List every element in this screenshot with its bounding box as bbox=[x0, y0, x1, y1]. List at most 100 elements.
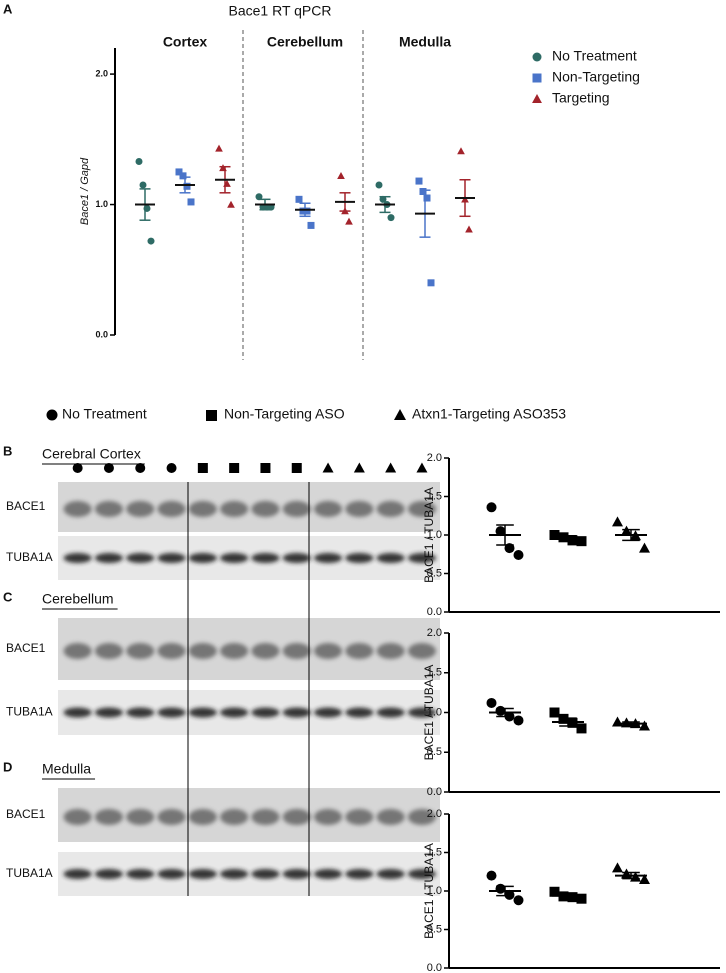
blot-band bbox=[282, 809, 311, 825]
point bbox=[549, 707, 560, 718]
blot-band bbox=[282, 707, 311, 718]
blot-band bbox=[407, 869, 437, 879]
blot-band bbox=[126, 809, 155, 825]
point bbox=[227, 200, 235, 208]
point bbox=[345, 217, 353, 225]
point bbox=[495, 705, 506, 716]
blot-band bbox=[188, 869, 217, 879]
blot-band bbox=[251, 553, 280, 563]
blot-band bbox=[157, 501, 186, 517]
blot-band bbox=[407, 553, 437, 563]
legend-marker bbox=[206, 410, 217, 421]
lane-symbol bbox=[322, 462, 334, 473]
blot-row-label: TUBA1A bbox=[6, 705, 53, 719]
y-tick-label: 0.5 bbox=[427, 923, 442, 935]
point bbox=[558, 713, 569, 724]
y-tick-label: 0.0 bbox=[427, 962, 442, 973]
point bbox=[576, 723, 587, 734]
blot-band bbox=[251, 643, 280, 659]
point bbox=[419, 188, 427, 195]
blot-row-label: TUBA1A bbox=[6, 550, 53, 564]
blot-band bbox=[345, 869, 374, 879]
blot-row-label: TUBA1A bbox=[6, 866, 53, 880]
legend-marker bbox=[532, 73, 542, 83]
y-axis-label: BACE1 / TUBA1A bbox=[422, 665, 436, 761]
point bbox=[255, 193, 263, 201]
point bbox=[427, 279, 435, 287]
lane-symbol bbox=[166, 463, 177, 473]
point bbox=[135, 157, 143, 165]
blot-band bbox=[376, 553, 405, 563]
y-tick-label: 1.5 bbox=[427, 667, 442, 679]
point bbox=[303, 207, 311, 215]
blot-band bbox=[188, 643, 217, 659]
blot-band bbox=[251, 869, 280, 879]
point bbox=[576, 893, 587, 904]
blot-band bbox=[94, 869, 124, 879]
blot-band bbox=[376, 501, 405, 517]
point bbox=[549, 530, 560, 540]
blot-band bbox=[407, 707, 437, 718]
blot-band bbox=[345, 809, 374, 825]
lane-symbol bbox=[229, 463, 240, 473]
blot-band bbox=[126, 553, 155, 563]
blot-band bbox=[313, 869, 343, 879]
lane-symbol bbox=[135, 463, 146, 473]
group-label: Cerebellum bbox=[267, 34, 343, 50]
blot-band bbox=[94, 553, 124, 563]
blot-band bbox=[313, 501, 343, 517]
point bbox=[139, 181, 147, 189]
blot-band bbox=[345, 707, 374, 718]
blot-band bbox=[313, 809, 343, 825]
point bbox=[621, 525, 632, 536]
lane-symbol bbox=[72, 463, 83, 473]
blot-row-label: BACE1 bbox=[6, 499, 46, 513]
blot-band bbox=[188, 553, 217, 563]
point bbox=[175, 168, 183, 176]
blot-band bbox=[157, 869, 186, 879]
point bbox=[513, 715, 524, 726]
point bbox=[513, 895, 524, 906]
blot-band bbox=[63, 643, 92, 659]
blot-band bbox=[220, 809, 249, 825]
blot-band bbox=[376, 707, 405, 718]
blot-band bbox=[251, 809, 280, 825]
y-axis-label: BACE1 / TUBA1A bbox=[422, 843, 436, 939]
group-label: Medulla bbox=[399, 34, 451, 50]
blot-band bbox=[94, 501, 124, 517]
blot-band bbox=[157, 809, 186, 825]
y-tick-label: 0.0 bbox=[95, 329, 108, 339]
legend-label: No Treatment bbox=[552, 48, 637, 64]
panel-label: D bbox=[3, 759, 12, 774]
point bbox=[486, 870, 497, 881]
y-tick-label: 2.0 bbox=[427, 452, 442, 464]
point bbox=[375, 181, 383, 189]
blot-band bbox=[220, 501, 249, 517]
chart-title: Bace1 RT qPCR bbox=[229, 3, 332, 19]
legend-marker bbox=[46, 409, 58, 421]
blot-band bbox=[313, 707, 343, 718]
point bbox=[415, 177, 423, 185]
legend-label: Non-Targeting ASO bbox=[224, 406, 345, 422]
point bbox=[639, 873, 650, 884]
blot-band bbox=[63, 809, 92, 825]
legend-label: Non-Targeting bbox=[552, 69, 640, 85]
point bbox=[179, 172, 187, 180]
y-tick-label: 1.5 bbox=[427, 490, 442, 502]
point bbox=[457, 147, 465, 155]
point bbox=[639, 542, 650, 553]
point bbox=[612, 716, 623, 727]
legend-label: Atxn1-Targeting ASO353 bbox=[412, 406, 566, 422]
blot-band bbox=[94, 707, 124, 718]
blot-band bbox=[376, 869, 405, 879]
lane-symbol bbox=[291, 463, 302, 473]
lane-symbol bbox=[260, 463, 271, 473]
legend-label: No Treatment bbox=[62, 406, 147, 422]
blot-band bbox=[407, 501, 437, 517]
blot-band bbox=[126, 869, 155, 879]
y-tick-label: 1.0 bbox=[427, 885, 442, 897]
blot-band bbox=[126, 643, 155, 659]
point bbox=[486, 697, 497, 708]
point bbox=[337, 171, 345, 179]
